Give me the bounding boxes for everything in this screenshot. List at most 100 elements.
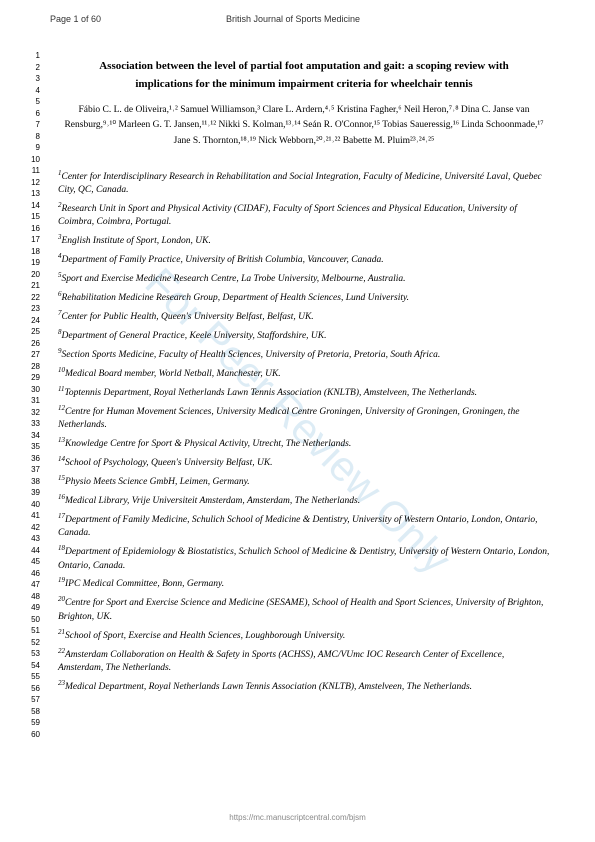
line-number: 23 [28, 303, 40, 315]
affiliation: 10Medical Board member, World Netball, M… [58, 366, 550, 381]
line-number: 5 [28, 96, 40, 108]
line-number: 32 [28, 407, 40, 419]
line-number: 21 [28, 280, 40, 292]
line-number: 55 [28, 671, 40, 683]
affiliation: 3English Institute of Sport, London, UK. [58, 233, 550, 248]
line-number: 47 [28, 579, 40, 591]
line-number: 34 [28, 430, 40, 442]
affiliation-text: Knowledge Centre for Sport & Physical Ac… [65, 439, 351, 449]
line-number: 50 [28, 614, 40, 626]
affiliation-number: 12 [58, 404, 65, 412]
title-line-1: Association between the level of partial… [58, 58, 550, 76]
affiliation-number: 16 [58, 493, 65, 501]
affiliation-text: Department of Epidemiology & Biostatisti… [58, 547, 549, 570]
line-number: 7 [28, 119, 40, 131]
line-number: 10 [28, 154, 40, 166]
affiliation-text: IPC Medical Committee, Bonn, Germany. [65, 580, 224, 590]
page-number: Page 1 of 60 [50, 14, 101, 24]
affiliation-number: 14 [58, 455, 65, 463]
affiliation-number: 10 [58, 366, 65, 374]
line-number: 58 [28, 706, 40, 718]
affiliation: 6Rehabilitation Medicine Research Group,… [58, 290, 550, 305]
paper-title: Association between the level of partial… [58, 58, 550, 93]
affiliation: 19IPC Medical Committee, Bonn, Germany. [58, 576, 550, 591]
affiliation-text: Centre for Human Movement Sciences, Univ… [58, 407, 519, 430]
line-number: 51 [28, 625, 40, 637]
line-number: 28 [28, 361, 40, 373]
affiliation-number: 15 [58, 474, 65, 482]
affiliation-text: Centre for Sport and Exercise Science an… [58, 599, 543, 622]
line-number: 35 [28, 441, 40, 453]
page-footer: https://mc.manuscriptcentral.com/bjsm [0, 813, 595, 822]
line-number: 18 [28, 246, 40, 258]
affiliation: 18Department of Epidemiology & Biostatis… [58, 544, 550, 573]
affiliation: 9Section Sports Medicine, Faculty of Hea… [58, 347, 550, 362]
page-content: Association between the level of partial… [58, 58, 550, 698]
line-number: 19 [28, 257, 40, 269]
line-number: 57 [28, 694, 40, 706]
line-number: 59 [28, 717, 40, 729]
affiliation-text: Research Unit in Sport and Physical Acti… [58, 204, 517, 227]
line-number: 13 [28, 188, 40, 200]
line-number: 60 [28, 729, 40, 741]
line-number: 11 [28, 165, 40, 177]
line-number: 17 [28, 234, 40, 246]
affiliation-text: Medical Library, Vrije Universiteit Amst… [65, 496, 360, 506]
affiliation-text: Physio Meets Science GmbH, Leimen, Germa… [65, 477, 250, 487]
affiliation-text: English Institute of Sport, London, UK. [62, 236, 211, 246]
line-number: 45 [28, 556, 40, 568]
affiliation-text: School of Psychology, Queen's University… [65, 458, 273, 468]
line-number: 56 [28, 683, 40, 695]
affiliation-text: School of Sport, Exercise and Health Sci… [65, 631, 345, 641]
journal-name: British Journal of Sports Medicine [101, 14, 485, 24]
affiliation-text: Sport and Exercise Medicine Research Cen… [62, 274, 406, 284]
line-number: 12 [28, 177, 40, 189]
affiliation-text: Department of Family Medicine, Schulich … [58, 515, 537, 538]
affiliation-text: Section Sports Medicine, Faculty of Heal… [62, 350, 441, 360]
line-number: 9 [28, 142, 40, 154]
affiliation-text: Medical Board member, World Netball, Man… [65, 369, 281, 379]
affiliation: 14School of Psychology, Queen's Universi… [58, 455, 550, 470]
affiliation-text: Department of Family Practice, Universit… [62, 255, 384, 265]
authors-list: Fábio C. L. de Oliveira,¹˒² Samuel Willi… [58, 103, 550, 149]
affiliation-number: 13 [58, 436, 65, 444]
line-number: 29 [28, 372, 40, 384]
line-number: 44 [28, 545, 40, 557]
affiliation: 22Amsterdam Collaboration on Health & Sa… [58, 647, 550, 676]
line-number: 25 [28, 326, 40, 338]
affiliation: 23Medical Department, Royal Netherlands … [58, 679, 550, 694]
affiliation: 7Center for Public Health, Queen's Unive… [58, 309, 550, 324]
line-number: 43 [28, 533, 40, 545]
affiliations-list: 1Center for Interdisciplinary Research i… [58, 169, 550, 695]
affiliation-number: 19 [58, 576, 65, 584]
page-header: Page 1 of 60 British Journal of Sports M… [0, 0, 595, 24]
line-number: 3 [28, 73, 40, 85]
affiliation-text: Department of General Practice, Keele Un… [62, 331, 327, 341]
affiliation-text: Center for Public Health, Queen's Univer… [62, 312, 314, 322]
affiliation: 5Sport and Exercise Medicine Research Ce… [58, 271, 550, 286]
line-number: 16 [28, 223, 40, 235]
affiliation-number: 18 [58, 544, 65, 552]
line-number: 38 [28, 476, 40, 488]
affiliation-text: Center for Interdisciplinary Research in… [58, 172, 542, 195]
affiliation: 20Centre for Sport and Exercise Science … [58, 595, 550, 624]
line-number: 30 [28, 384, 40, 396]
affiliation-text: Rehabilitation Medicine Research Group, … [62, 293, 410, 303]
line-number: 53 [28, 648, 40, 660]
line-number: 39 [28, 487, 40, 499]
line-number: 8 [28, 131, 40, 143]
line-number: 2 [28, 62, 40, 74]
affiliation-number: 22 [58, 647, 65, 655]
line-number: 41 [28, 510, 40, 522]
affiliation: 15Physio Meets Science GmbH, Leimen, Ger… [58, 474, 550, 489]
line-number: 36 [28, 453, 40, 465]
affiliation: 2Research Unit in Sport and Physical Act… [58, 201, 550, 230]
affiliation: 11Toptennis Department, Royal Netherland… [58, 385, 550, 400]
line-number: 6 [28, 108, 40, 120]
affiliation-number: 23 [58, 679, 65, 687]
line-number: 52 [28, 637, 40, 649]
line-number: 31 [28, 395, 40, 407]
affiliation-number: 20 [58, 595, 65, 603]
affiliation-number: 21 [58, 628, 65, 636]
line-number: 1 [28, 50, 40, 62]
